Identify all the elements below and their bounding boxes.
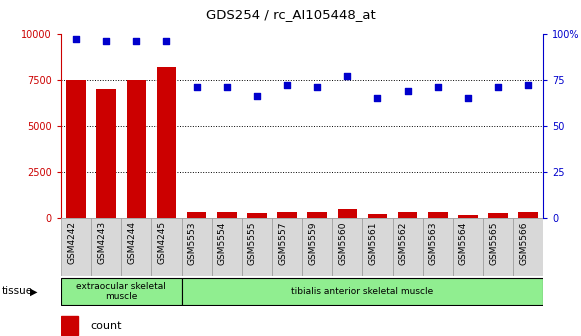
FancyBboxPatch shape [61, 278, 181, 305]
Text: GSM5553: GSM5553 [188, 221, 196, 265]
Bar [458, 215, 478, 218]
Point [373, 95, 382, 101]
FancyBboxPatch shape [211, 218, 242, 276]
Point [222, 84, 231, 90]
Text: GSM4243: GSM4243 [97, 221, 106, 264]
Point [493, 84, 503, 90]
Bar [66, 80, 86, 218]
Point [162, 38, 171, 44]
FancyBboxPatch shape [302, 218, 332, 276]
Text: GSM4244: GSM4244 [127, 221, 137, 264]
Point [192, 84, 201, 90]
Text: GSM5555: GSM5555 [248, 221, 257, 265]
Bar [127, 80, 146, 218]
Text: GSM5562: GSM5562 [399, 221, 408, 265]
Point [523, 83, 533, 88]
Bar [488, 213, 508, 218]
FancyBboxPatch shape [242, 218, 272, 276]
Text: GSM4242: GSM4242 [67, 221, 76, 264]
Text: GDS254 / rc_AI105448_at: GDS254 / rc_AI105448_at [206, 8, 375, 22]
Text: GSM5564: GSM5564 [459, 221, 468, 265]
Text: extraocular skeletal
muscle: extraocular skeletal muscle [76, 282, 166, 301]
Bar [518, 212, 538, 218]
Bar [338, 209, 357, 218]
Text: GSM5565: GSM5565 [489, 221, 498, 265]
Bar [217, 212, 236, 218]
Bar [368, 214, 388, 218]
Text: GSM5561: GSM5561 [368, 221, 378, 265]
Point [71, 36, 81, 42]
Text: GSM5557: GSM5557 [278, 221, 287, 265]
Text: GSM4245: GSM4245 [157, 221, 167, 264]
Bar [187, 212, 206, 218]
Bar [277, 212, 297, 218]
Bar [157, 67, 176, 218]
Text: GSM5566: GSM5566 [519, 221, 528, 265]
Bar [96, 89, 116, 218]
FancyBboxPatch shape [61, 218, 91, 276]
Text: GSM5560: GSM5560 [338, 221, 347, 265]
FancyBboxPatch shape [91, 218, 121, 276]
Text: GSM5554: GSM5554 [218, 221, 227, 265]
Text: ▶: ▶ [30, 287, 38, 296]
Text: tissue: tissue [2, 287, 33, 296]
FancyBboxPatch shape [272, 218, 302, 276]
Bar [428, 212, 447, 218]
Point [282, 83, 292, 88]
FancyBboxPatch shape [453, 218, 483, 276]
FancyBboxPatch shape [363, 218, 393, 276]
Text: GSM5563: GSM5563 [429, 221, 437, 265]
FancyBboxPatch shape [393, 218, 423, 276]
Bar [61, 316, 78, 335]
Bar [247, 213, 267, 218]
Point [343, 73, 352, 79]
Text: count: count [90, 321, 121, 331]
Point [252, 94, 261, 99]
Point [463, 95, 472, 101]
Text: GSM5559: GSM5559 [308, 221, 317, 265]
Point [403, 88, 413, 93]
Point [433, 84, 442, 90]
Point [102, 38, 111, 44]
FancyBboxPatch shape [181, 218, 211, 276]
Text: tibialis anterior skeletal muscle: tibialis anterior skeletal muscle [291, 287, 433, 296]
Point [313, 84, 322, 90]
FancyBboxPatch shape [423, 218, 453, 276]
FancyBboxPatch shape [483, 218, 513, 276]
FancyBboxPatch shape [121, 218, 152, 276]
Bar [398, 212, 417, 218]
Point [132, 38, 141, 44]
FancyBboxPatch shape [513, 218, 543, 276]
FancyBboxPatch shape [332, 218, 363, 276]
Bar [307, 212, 327, 218]
FancyBboxPatch shape [181, 278, 543, 305]
FancyBboxPatch shape [152, 218, 181, 276]
